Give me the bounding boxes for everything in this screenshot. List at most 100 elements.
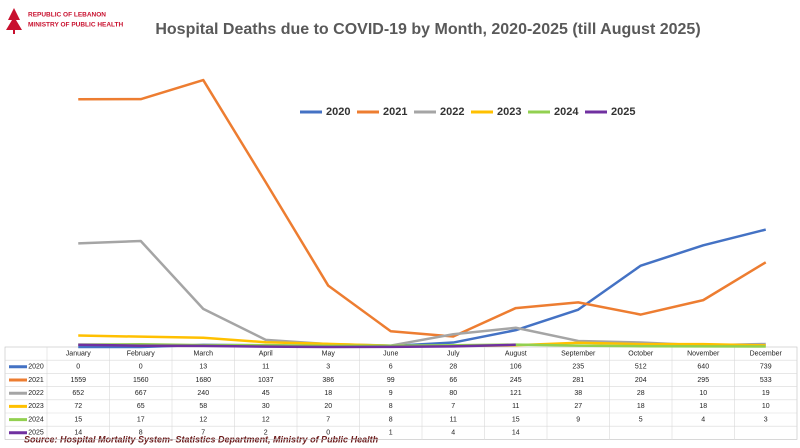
logo: REPUBLIC OF LEBANON MINISTRY OF PUBLIC H…	[6, 8, 124, 34]
table-value: 0	[326, 430, 330, 437]
table-value: 11	[450, 416, 457, 423]
x-tick-label: May	[322, 350, 336, 357]
data-table-frame	[4, 346, 798, 440]
x-tick-label: March	[194, 350, 214, 357]
table-value: 20	[324, 403, 332, 410]
table-series-name: 2021	[28, 377, 44, 384]
table-value: 17	[137, 416, 145, 423]
logo-icon	[6, 8, 22, 30]
table-value: 12	[199, 416, 207, 423]
table-value: 11	[262, 364, 269, 371]
legend-label: 2021	[383, 106, 407, 118]
table-value: 28	[637, 390, 645, 397]
table-value: 245	[510, 377, 522, 384]
table-value: 10	[699, 390, 707, 397]
x-tick-label: January	[66, 350, 91, 357]
table-value: 13	[199, 364, 207, 371]
logo-line2: MINISTRY OF PUBLIC HEALTH	[28, 22, 124, 29]
table-value: 14	[512, 430, 520, 437]
x-tick-label: October	[628, 350, 654, 357]
legend-label: 2020	[326, 106, 350, 118]
table-series-name: 2023	[28, 403, 44, 410]
table-value: 533	[760, 377, 772, 384]
table-value: 72	[74, 403, 82, 410]
x-tick-label: September	[561, 350, 596, 357]
table-value: 0	[139, 364, 143, 371]
table-value: 1560	[133, 377, 149, 384]
table-value: 0	[76, 364, 80, 371]
chart-title: Hospital Deaths due to COVID-19 by Month…	[155, 21, 700, 38]
table-value: 640	[697, 364, 709, 371]
x-tick-label: June	[383, 350, 398, 357]
x-tick-label: August	[505, 350, 527, 357]
table-series-name: 2020	[28, 364, 44, 371]
logo-trunk	[13, 30, 15, 34]
table-value: 28	[449, 364, 457, 371]
table-value: 652	[72, 390, 84, 397]
table-value: 4	[701, 416, 705, 423]
series-line	[78, 343, 516, 349]
table-value: 204	[635, 377, 647, 384]
table-value: 4	[451, 430, 455, 437]
table-value: 80	[449, 390, 457, 397]
table-value: 1559	[70, 377, 86, 384]
table-value: 7	[326, 416, 330, 423]
table-value: 7	[201, 430, 205, 437]
table-value: 18	[699, 403, 707, 410]
series-line	[78, 239, 766, 347]
table-series-name: 2024	[28, 416, 44, 423]
table-value: 15	[512, 416, 520, 423]
legend-label: 2022	[440, 106, 464, 118]
table-value: 9	[389, 390, 393, 397]
table-value: 1680	[195, 377, 211, 384]
x-tick-label: February	[127, 350, 156, 357]
table-value: 386	[322, 377, 334, 384]
table-value: 281	[572, 377, 584, 384]
table-value: 5	[639, 416, 643, 423]
table-value: 45	[262, 390, 270, 397]
table-value: 15	[74, 416, 82, 423]
table-value: 8	[139, 430, 143, 437]
table-value: 8	[389, 403, 393, 410]
table-value: 667	[135, 390, 147, 397]
x-tick-label: April	[259, 350, 273, 357]
table-value: 512	[635, 364, 647, 371]
series-line	[78, 78, 767, 338]
table-value: 27	[574, 403, 582, 410]
table-value: 14	[74, 430, 82, 437]
table-series-name: 2025	[28, 430, 44, 437]
table-value: 10	[762, 403, 770, 410]
table-value: 58	[199, 403, 207, 410]
table-value: 8	[389, 416, 393, 423]
table-value: 19	[762, 390, 770, 397]
table-value: 1037	[258, 377, 274, 384]
table-value: 66	[449, 377, 457, 384]
table-value: 235	[572, 364, 584, 371]
table-value: 295	[697, 377, 709, 384]
table-value: 106	[510, 364, 522, 371]
table-value: 739	[760, 364, 772, 371]
table-value: 99	[387, 377, 395, 384]
table-value: 3	[764, 416, 768, 423]
table-value: 2	[264, 430, 268, 437]
table-value: 1	[389, 430, 393, 437]
legend-label: 2023	[497, 106, 521, 118]
series-line	[78, 228, 767, 349]
x-tick-label: November	[687, 350, 720, 357]
legend-label: 2025	[611, 106, 635, 118]
x-tick-label: July	[447, 350, 460, 357]
logo-line1: REPUBLIC OF LEBANON	[28, 12, 106, 19]
x-tick-label: December	[750, 350, 783, 357]
table-value: 11	[512, 403, 519, 410]
table-value: 30	[262, 403, 270, 410]
table-value: 7	[451, 403, 455, 410]
table-value: 65	[137, 403, 145, 410]
table-value: 121	[510, 390, 522, 397]
legend-label: 2024	[554, 106, 579, 118]
table-value: 12	[262, 416, 270, 423]
table-series-name: 2022	[28, 390, 44, 397]
table-value: 9	[576, 416, 580, 423]
table-value: 38	[574, 390, 582, 397]
table-value: 18	[324, 390, 332, 397]
